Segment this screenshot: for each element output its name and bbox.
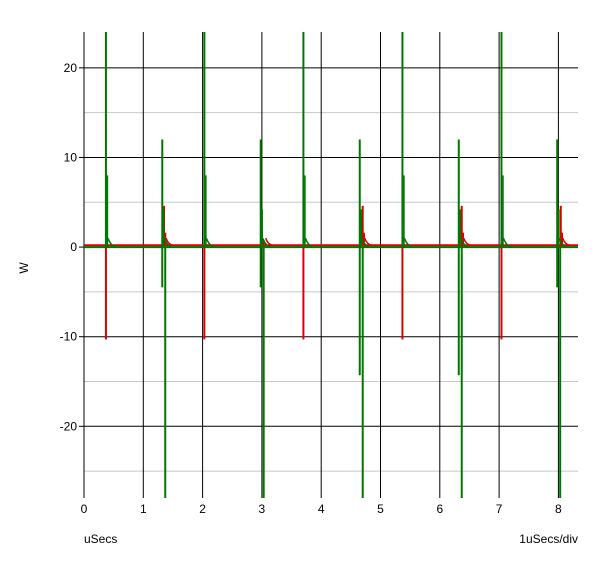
x-tick-label: 2 bbox=[199, 502, 206, 516]
tick-labels: -20 -10 0 10 20 0 1 2 3 4 5 6 7 8 bbox=[60, 61, 562, 516]
x-tick-label: 6 bbox=[436, 502, 443, 516]
grid bbox=[79, 32, 578, 498]
spike-decay bbox=[107, 237, 116, 248]
spike-decay bbox=[463, 237, 471, 247]
spike-decay bbox=[363, 237, 372, 247]
x-tick-label: 8 bbox=[555, 502, 562, 516]
y-tick-label: 10 bbox=[64, 150, 78, 164]
y-tick-label: -20 bbox=[60, 419, 78, 433]
y-tick-label: 20 bbox=[64, 61, 78, 75]
series-1 bbox=[84, 205, 578, 340]
x-scale-label: 1uSecs/div bbox=[519, 532, 578, 546]
spike-decay bbox=[562, 237, 570, 247]
spike-decay bbox=[502, 237, 511, 248]
y-tick-label: -10 bbox=[60, 330, 78, 344]
spike-decay bbox=[165, 237, 174, 247]
spike-decay bbox=[558, 237, 567, 248]
y-tick-label: 0 bbox=[70, 240, 77, 254]
spike-decay bbox=[205, 237, 214, 248]
x-tick-label: 4 bbox=[318, 502, 325, 516]
x-tick-label: 1 bbox=[140, 502, 147, 516]
series-2 bbox=[84, 32, 578, 498]
spike-decay bbox=[304, 237, 313, 248]
y-axis-label: W bbox=[17, 262, 31, 274]
spike-decay bbox=[264, 237, 273, 247]
spike-decay bbox=[361, 237, 370, 248]
spike-decay bbox=[403, 237, 412, 248]
x-tick-label: 5 bbox=[377, 502, 384, 516]
x-axis-label: uSecs bbox=[84, 532, 117, 546]
x-tick-label: 7 bbox=[496, 502, 503, 516]
x-tick-label: 0 bbox=[81, 502, 88, 516]
spike-decay bbox=[261, 237, 271, 248]
x-tick-label: 3 bbox=[259, 502, 266, 516]
spike-decay bbox=[163, 237, 172, 248]
series-layer bbox=[84, 32, 578, 498]
spike-decay bbox=[460, 237, 469, 248]
